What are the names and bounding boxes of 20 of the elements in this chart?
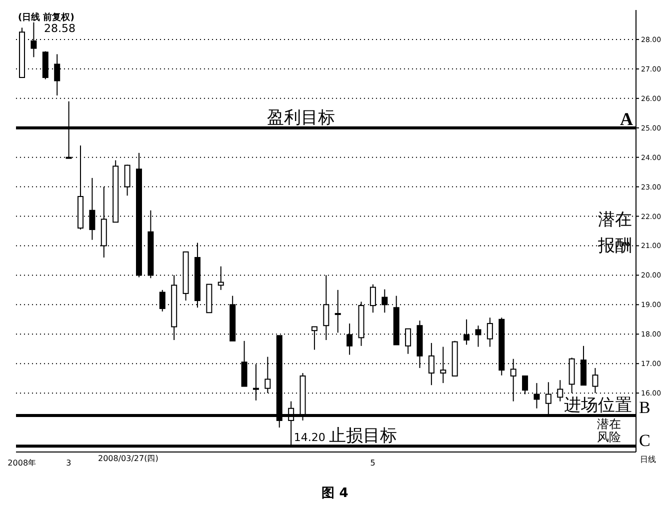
annotation: 潜在风险 xyxy=(596,417,622,444)
text: C xyxy=(639,431,650,450)
annotation: 潜在报酬 xyxy=(597,209,632,258)
text: B xyxy=(639,398,650,418)
ref-line-label: 进场位置 xyxy=(564,395,632,416)
candlestick xyxy=(475,325,482,348)
candlestick xyxy=(159,289,166,312)
x-tick-label: 5 xyxy=(370,458,376,468)
text: 日线 xyxy=(640,454,656,465)
candlestick xyxy=(534,382,540,409)
annotation: A xyxy=(620,108,633,129)
candlestick xyxy=(486,317,493,348)
x-tick-label: 3 xyxy=(66,458,72,468)
annotation: 14.20 xyxy=(294,431,326,444)
text: 2008/03/27(四) xyxy=(98,453,158,464)
chart-title: (日线 前复权) xyxy=(18,11,74,24)
caption: 图 4 xyxy=(320,485,350,502)
ref-line-label: 盈利目标 xyxy=(267,108,336,128)
annotation: 28.58 xyxy=(44,22,76,35)
ref-line-label: 止损目标 xyxy=(329,426,398,446)
